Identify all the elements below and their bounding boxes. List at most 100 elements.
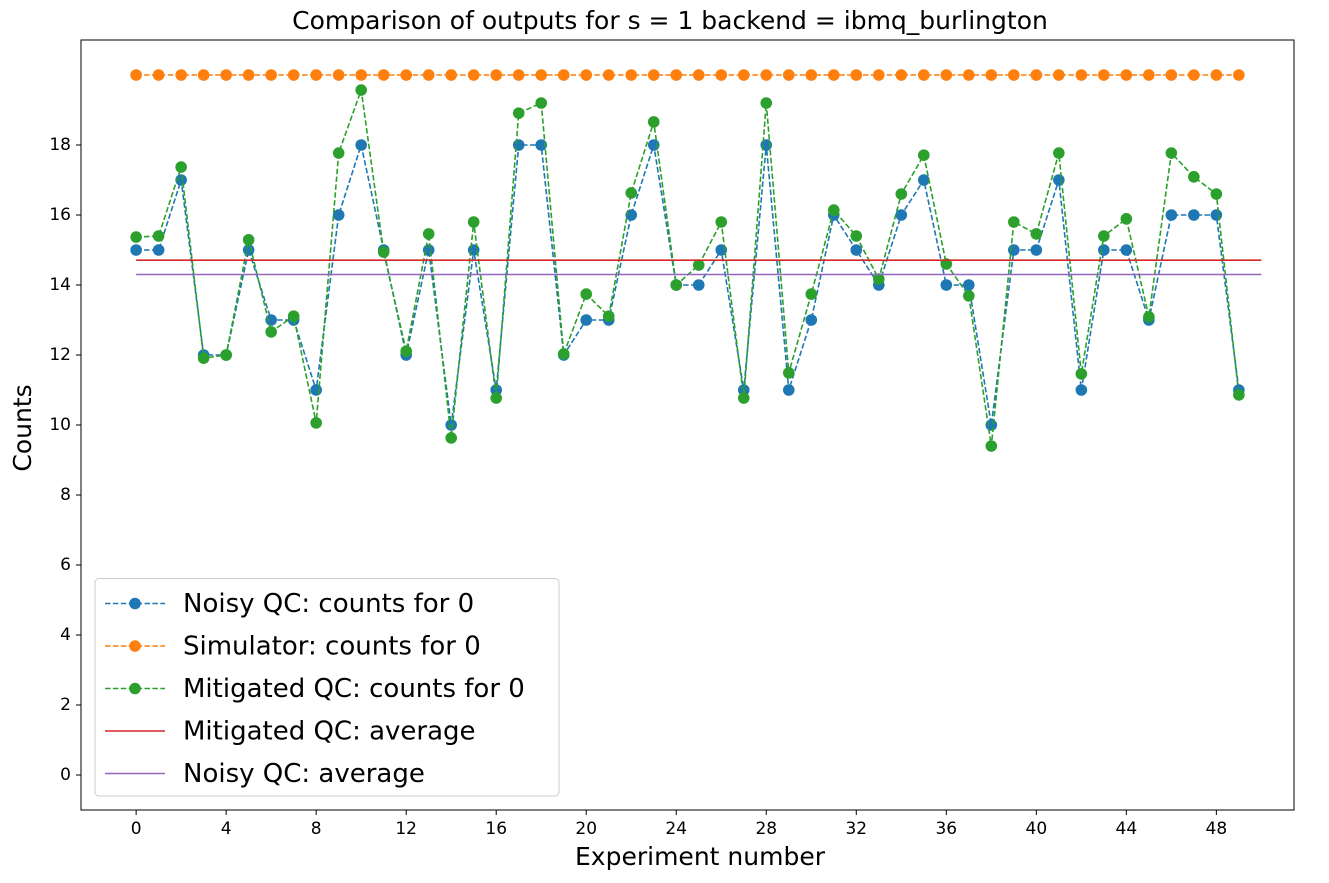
- y-tick-label: 8: [60, 485, 71, 505]
- point: [197, 69, 210, 81]
- point: [130, 69, 142, 81]
- point: [332, 209, 345, 221]
- point: [175, 69, 187, 81]
- point: [377, 69, 390, 81]
- point: [963, 290, 975, 302]
- point: [220, 349, 232, 361]
- point: [557, 69, 570, 81]
- point: [1075, 384, 1088, 396]
- point: [895, 69, 908, 81]
- legend-label: Simulator: counts for 0: [183, 632, 481, 662]
- point: [647, 116, 660, 128]
- point: [1075, 368, 1088, 380]
- y-tick-label: 16: [49, 205, 71, 225]
- x-tick-label: 0: [131, 819, 142, 839]
- point: [1120, 244, 1133, 256]
- point: [152, 230, 165, 242]
- point: [715, 69, 728, 81]
- point: [175, 161, 187, 173]
- point: [445, 432, 458, 444]
- point: [715, 216, 728, 228]
- point: [220, 69, 232, 81]
- point: [1210, 188, 1223, 200]
- point: [490, 392, 503, 404]
- point: [1098, 230, 1110, 242]
- point: [1143, 311, 1155, 323]
- point: [917, 69, 930, 81]
- x-tick-label: 20: [575, 819, 597, 839]
- point: [310, 384, 322, 396]
- x-tick-label: 4: [221, 819, 232, 839]
- point: [1143, 69, 1155, 81]
- point: [1165, 69, 1178, 81]
- point: [760, 69, 773, 81]
- y-tick-label: 14: [49, 275, 71, 295]
- x-tick-label: 12: [395, 819, 417, 839]
- point: [872, 273, 885, 285]
- point: [1098, 244, 1110, 256]
- point: [963, 69, 975, 81]
- point: [940, 258, 953, 270]
- point: [1188, 171, 1200, 183]
- point: [985, 440, 998, 452]
- point: [130, 231, 142, 243]
- point: [850, 244, 863, 256]
- point: [692, 259, 705, 271]
- x-tick-label: 24: [665, 819, 687, 839]
- y-tick-label: 12: [49, 345, 71, 365]
- point: [197, 352, 210, 364]
- legend: Noisy QC: counts for 0 Simulator: counts …: [94, 578, 560, 797]
- point: [602, 310, 615, 322]
- point: [490, 69, 503, 81]
- point: [1053, 174, 1065, 186]
- point: [377, 246, 390, 258]
- point: [1120, 213, 1133, 225]
- series-line: [136, 141, 1240, 426]
- x-tick-label: 8: [311, 819, 322, 839]
- chart-title: Comparison of outputs for s = 1 backend …: [292, 6, 1048, 35]
- point: [355, 69, 367, 81]
- legend-box: [94, 578, 560, 797]
- point: [692, 69, 705, 81]
- x-tick-label: 28: [755, 819, 777, 839]
- y-tick-label: 4: [60, 625, 71, 645]
- point: [467, 216, 480, 228]
- point: [512, 139, 525, 151]
- point: [422, 228, 435, 240]
- point: [647, 69, 660, 81]
- point: [175, 174, 187, 186]
- point: [355, 139, 367, 151]
- point: [1053, 69, 1065, 81]
- point: [782, 384, 795, 396]
- point: [895, 209, 908, 221]
- point: [467, 69, 480, 81]
- x-tick-label: 40: [1026, 819, 1048, 839]
- point: [557, 348, 570, 360]
- x-tick-label: 48: [1206, 819, 1228, 839]
- legend-marker: [129, 640, 141, 652]
- point: [445, 419, 458, 431]
- point: [940, 279, 953, 291]
- legend-marker: [129, 682, 141, 695]
- series-line: [136, 89, 1240, 447]
- point: [895, 188, 908, 200]
- point: [265, 69, 277, 81]
- y-tick-label: 10: [49, 415, 71, 435]
- point: [310, 417, 322, 429]
- point: [332, 147, 345, 159]
- point: [242, 234, 255, 246]
- point: [805, 314, 818, 326]
- point: [805, 288, 818, 300]
- point: [625, 69, 638, 81]
- point: [242, 69, 255, 81]
- point: [670, 69, 683, 81]
- point: [1008, 244, 1020, 256]
- x-tick-label: 32: [845, 819, 867, 839]
- legend-label: Noisy QC: counts for 0: [183, 589, 474, 619]
- point: [1233, 389, 1245, 401]
- point: [625, 187, 638, 199]
- point: [737, 392, 750, 404]
- y-tick-label: 18: [49, 135, 71, 155]
- x-tick-label: 36: [935, 819, 957, 839]
- point: [1188, 209, 1200, 221]
